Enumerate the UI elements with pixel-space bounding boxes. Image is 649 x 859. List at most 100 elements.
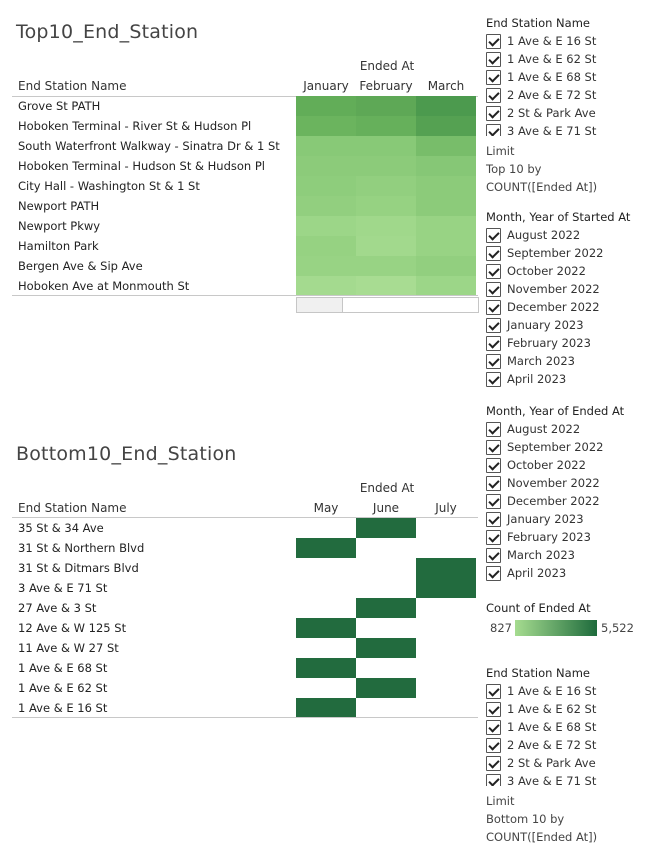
started-at-filter-list[interactable]: August 2022 September 2022 October 2022 Nov… [486,226,646,390]
filter-item[interactable]: 2 St & Park Ave [486,754,646,772]
checkbox-checked-icon[interactable] [486,227,501,243]
filter-item[interactable]: September 2022 [486,244,646,262]
checkbox-checked-icon[interactable] [486,69,501,85]
checkbox-checked-icon[interactable] [486,299,501,315]
filter-item[interactable]: August 2022 [486,420,646,438]
top10-heatmap-cell[interactable] [416,196,476,216]
top10-heatmap-cell[interactable] [356,236,416,256]
top10-heatmap-cell[interactable] [356,116,416,136]
top10-heatmap-cell[interactable] [296,236,356,256]
filter-item[interactable]: 3 Ave & E 71 St [486,122,646,136]
filter-item[interactable]: 2 Ave & E 72 St [486,86,646,104]
filter-item[interactable]: February 2023 [486,528,646,546]
checkbox-checked-icon[interactable] [486,421,501,437]
checkbox-checked-icon[interactable] [486,51,501,67]
bottom10-heatmap-cell[interactable] [416,578,476,598]
top10-heatmap-cell[interactable] [416,236,476,256]
filter-item[interactable]: April 2023 [486,370,646,388]
checkbox-checked-icon[interactable] [486,565,501,581]
top10-heatmap-cell[interactable] [416,256,476,276]
filter-item[interactable]: October 2022 [486,262,646,280]
top10-heatmap-cell[interactable] [296,176,356,196]
bottom10-heatmap-cell[interactable] [296,538,356,558]
checkbox-checked-icon[interactable] [486,371,501,387]
checkbox-checked-icon[interactable] [486,683,501,699]
checkbox-checked-icon[interactable] [486,317,501,333]
filter-item[interactable]: 1 Ave & E 68 St [486,718,646,736]
top10-heatmap-cell[interactable] [296,276,356,296]
bottom10-heatmap-cell[interactable] [356,638,416,658]
checkbox-checked-icon[interactable] [486,755,501,771]
checkbox-checked-icon[interactable] [486,281,501,297]
filter-item[interactable]: January 2023 [486,316,646,334]
checkbox-checked-icon[interactable] [486,737,501,753]
scrollbar-thumb[interactable] [297,298,343,312]
checkbox-checked-icon[interactable] [486,529,501,545]
top10-heatmap-cell[interactable] [356,96,416,116]
checkbox-checked-icon[interactable] [486,123,501,136]
filter-item[interactable]: 1 Ave & E 16 St [486,32,646,50]
end-station-filter-list[interactable]: 1 Ave & E 16 St 1 Ave & E 62 St 1 Ave & E … [486,682,646,786]
filter-item[interactable]: October 2022 [486,456,646,474]
checkbox-checked-icon[interactable] [486,701,501,717]
checkbox-checked-icon[interactable] [486,245,501,261]
checkbox-checked-icon[interactable] [486,263,501,279]
top10-heatmap-cell[interactable] [416,116,476,136]
filter-item[interactable]: 1 Ave & E 62 St [486,700,646,718]
top10-heatmap-cell[interactable] [356,256,416,276]
bottom10-heatmap-cell[interactable] [296,658,356,678]
filter-item[interactable]: 1 Ave & E 68 St [486,68,646,86]
bottom10-heatmap-cell[interactable] [356,598,416,618]
checkbox-checked-icon[interactable] [486,547,501,563]
top10-heatmap-cell[interactable] [296,156,356,176]
top10-heatmap-cell[interactable] [296,136,356,156]
filter-item[interactable]: 2 St & Park Ave [486,104,646,122]
filter-item[interactable]: November 2022 [486,280,646,298]
filter-item[interactable]: 3 Ave & E 71 St [486,772,646,786]
checkbox-checked-icon[interactable] [486,511,501,527]
top10-heatmap-cell[interactable] [416,176,476,196]
filter-item[interactable]: September 2022 [486,438,646,456]
top10-heatmap-cell[interactable] [416,216,476,236]
filter-item[interactable]: January 2023 [486,510,646,528]
checkbox-checked-icon[interactable] [486,439,501,455]
filter-item[interactable]: March 2023 [486,546,646,564]
bottom10-heatmap-cell[interactable] [356,678,416,698]
bottom10-heatmap-cell[interactable] [296,618,356,638]
top10-heatmap-cell[interactable] [416,276,476,296]
checkbox-checked-icon[interactable] [486,457,501,473]
end-station-filter-list[interactable]: 1 Ave & E 16 St 1 Ave & E 62 St 1 Ave & E … [486,32,646,136]
checkbox-checked-icon[interactable] [486,87,501,103]
ended-at-filter-list[interactable]: August 2022 September 2022 October 2022 Nov… [486,420,646,584]
filter-item[interactable]: February 2023 [486,334,646,352]
top10-heatmap-cell[interactable] [296,96,356,116]
top10-heatmap-cell[interactable] [356,156,416,176]
top10-heatmap-cell[interactable] [356,276,416,296]
top10-heatmap-cell[interactable] [416,136,476,156]
top10-horizontal-scrollbar[interactable] [296,297,479,313]
top10-heatmap-cell[interactable] [356,216,416,236]
checkbox-checked-icon[interactable] [486,105,501,121]
filter-item[interactable]: December 2022 [486,492,646,510]
filter-item[interactable]: December 2022 [486,298,646,316]
checkbox-checked-icon[interactable] [486,493,501,509]
top10-heatmap-cell[interactable] [356,176,416,196]
top10-heatmap-cell[interactable] [416,156,476,176]
filter-item[interactable]: 1 Ave & E 16 St [486,682,646,700]
filter-item[interactable]: 2 Ave & E 72 St [486,736,646,754]
bottom10-heatmap-cell[interactable] [356,518,416,538]
bottom10-heatmap-cell[interactable] [416,558,476,578]
filter-item[interactable]: 1 Ave & E 62 St [486,50,646,68]
top10-heatmap-cell[interactable] [296,196,356,216]
checkbox-checked-icon[interactable] [486,475,501,491]
checkbox-checked-icon[interactable] [486,335,501,351]
checkbox-checked-icon[interactable] [486,33,501,49]
top10-heatmap-cell[interactable] [296,256,356,276]
filter-item[interactable]: March 2023 [486,352,646,370]
filter-item[interactable]: November 2022 [486,474,646,492]
checkbox-checked-icon[interactable] [486,353,501,369]
top10-heatmap-cell[interactable] [296,116,356,136]
top10-heatmap-cell[interactable] [296,216,356,236]
filter-item[interactable]: April 2023 [486,564,646,582]
top10-heatmap-cell[interactable] [356,196,416,216]
